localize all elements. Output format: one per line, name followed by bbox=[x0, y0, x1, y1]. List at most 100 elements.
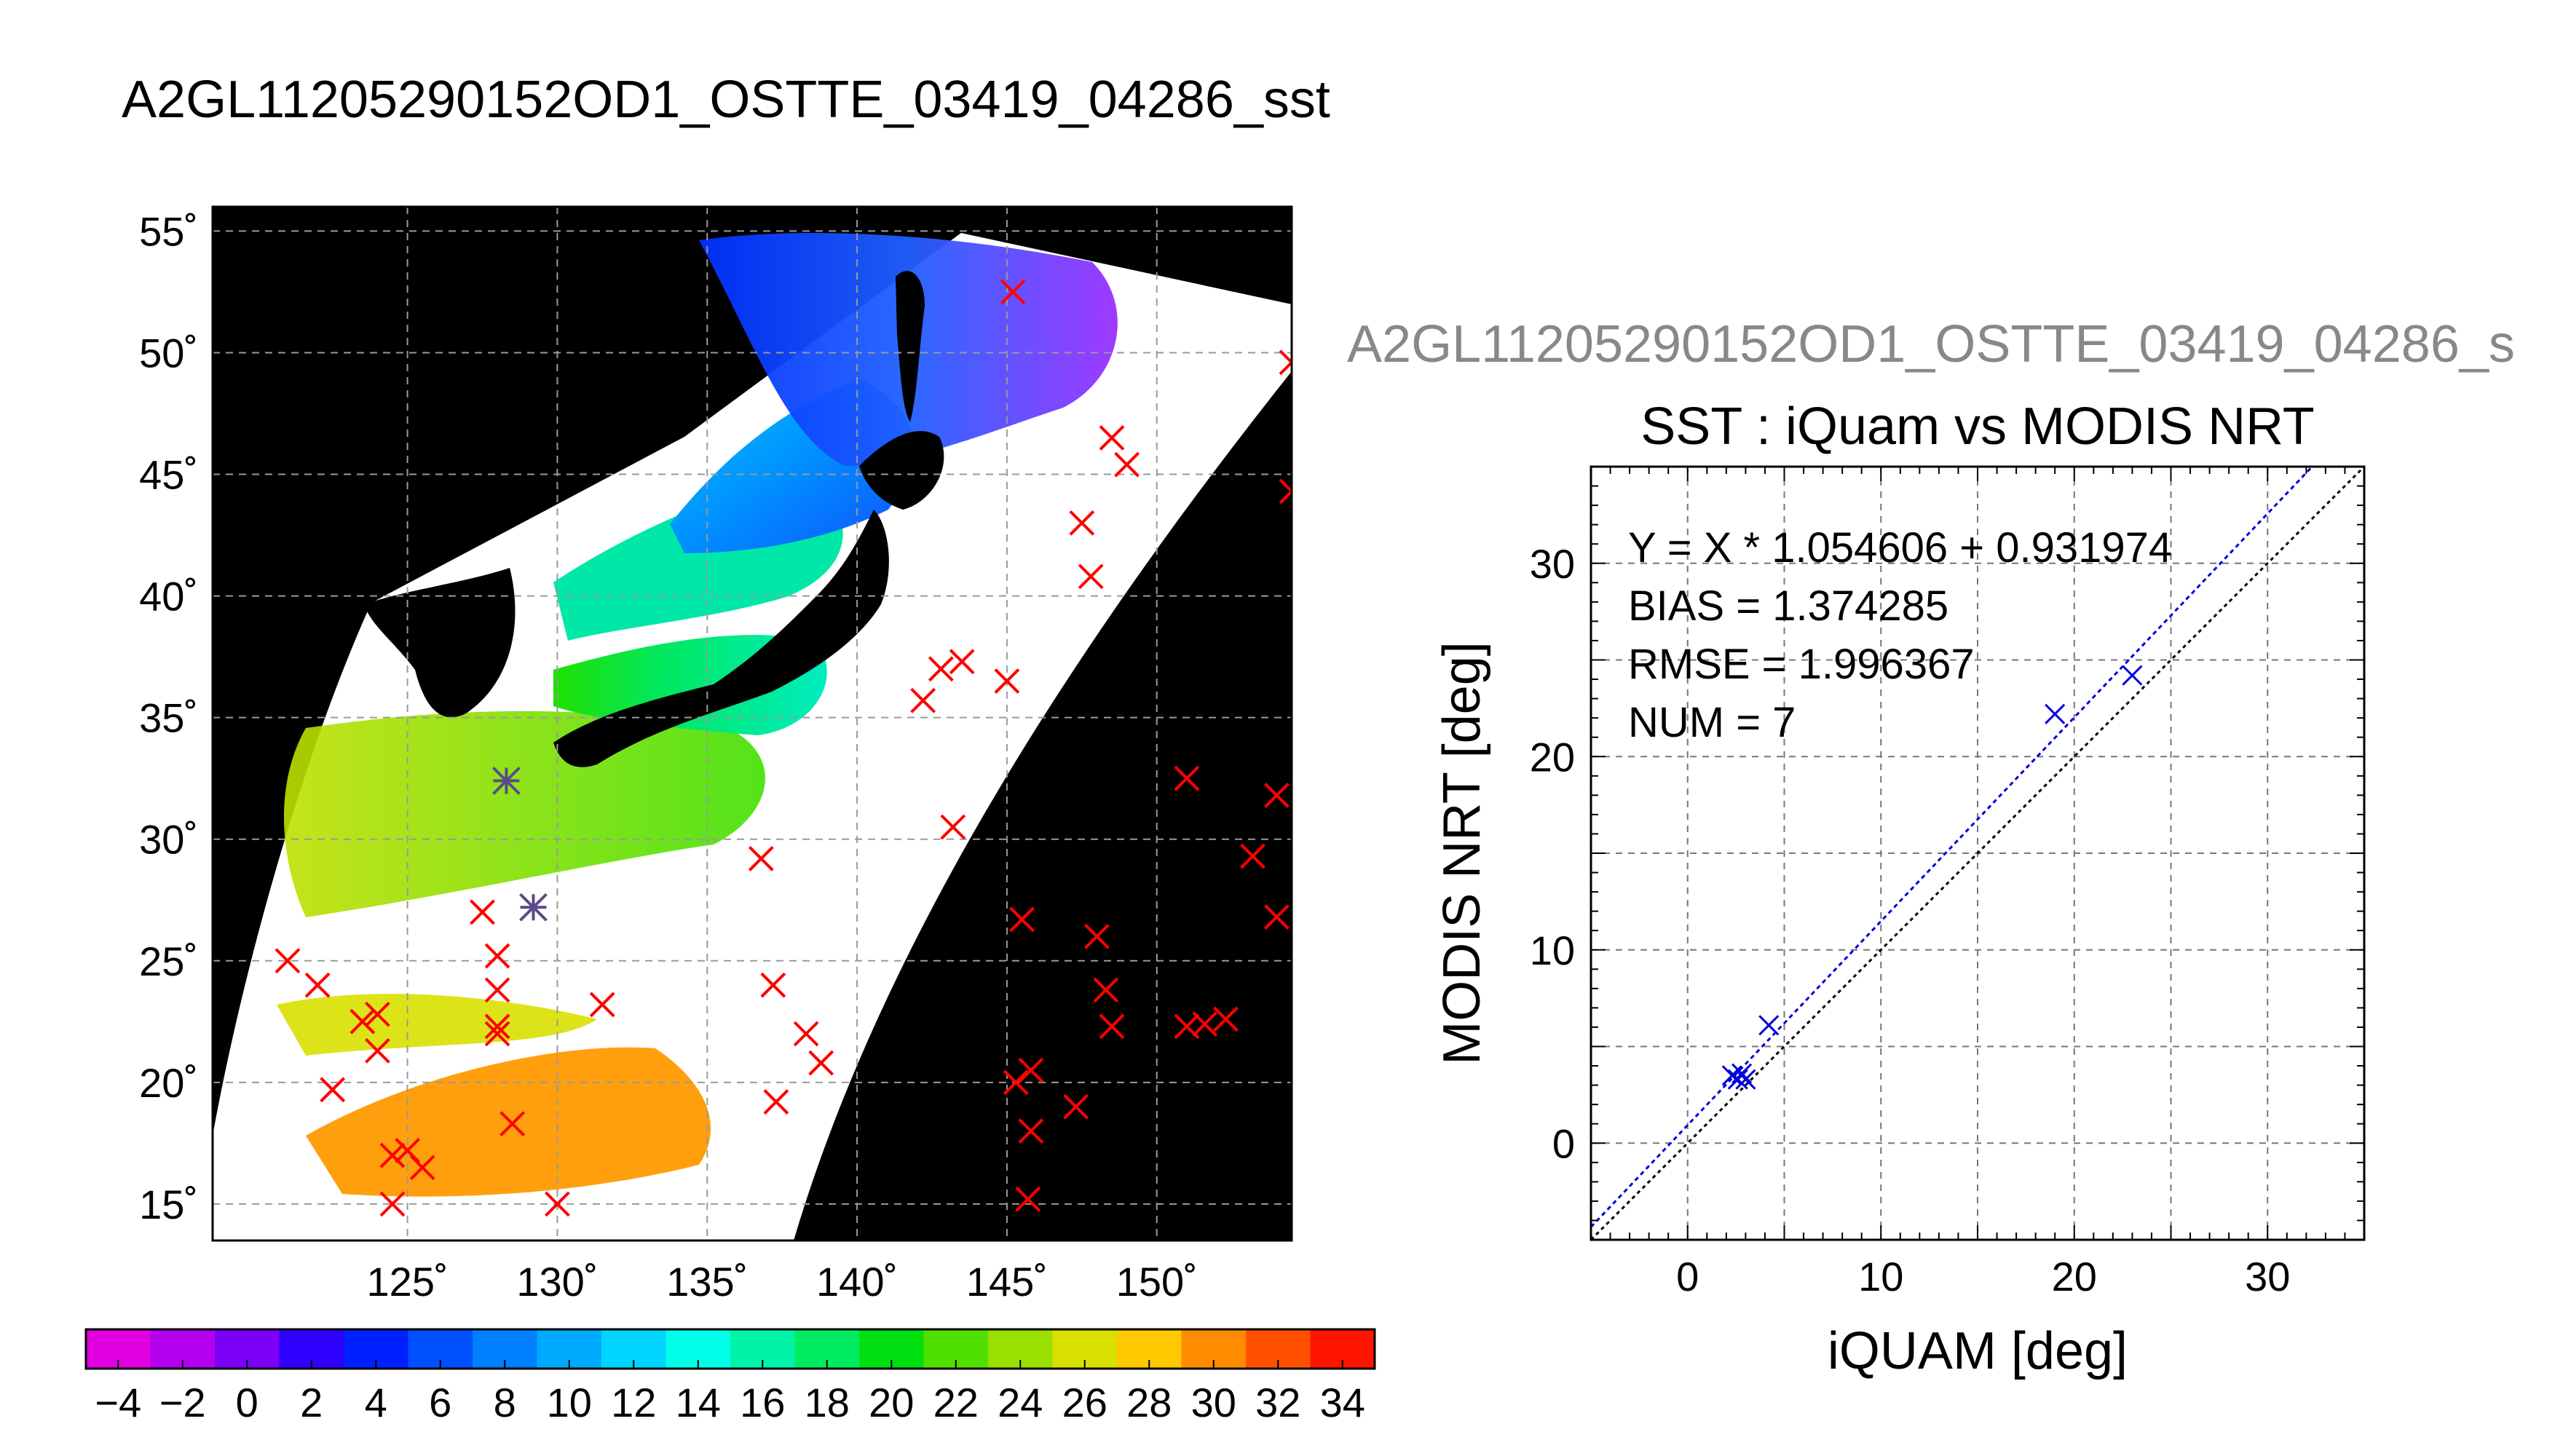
scatter-ticks: 0 10 20 30 0 10 20 30 bbox=[1530, 466, 2365, 1299]
sst-south-yellow bbox=[277, 994, 597, 1056]
in-situ-marker bbox=[1093, 977, 1119, 1003]
colorbar-tick-label: 34 bbox=[1320, 1380, 1365, 1425]
in-situ-marker bbox=[545, 1191, 570, 1217]
swath-area bbox=[213, 233, 1292, 1241]
in-situ-marker bbox=[1213, 1006, 1239, 1032]
colorbar-tick-label: 30 bbox=[1191, 1380, 1236, 1425]
x-tick-label: 30 bbox=[2245, 1254, 2290, 1299]
in-situ-marker bbox=[940, 814, 966, 840]
annotation-equation: Y = X * 1.054606 + 0.931974 bbox=[1628, 524, 2172, 571]
in-situ-marker bbox=[1099, 1013, 1125, 1040]
lat-tick-label: 30˚ bbox=[139, 817, 198, 863]
sst-south-warm bbox=[306, 1047, 711, 1197]
in-situ-marker bbox=[1063, 1093, 1089, 1120]
in-situ-marker bbox=[1240, 843, 1265, 869]
scatter-grid bbox=[1591, 467, 2364, 1240]
colorbar-tick-label: 32 bbox=[1255, 1380, 1300, 1425]
in-situ-marker bbox=[1279, 349, 1292, 376]
in-situ-marker bbox=[350, 1008, 376, 1034]
colorbar-tick-label: 2 bbox=[300, 1380, 323, 1425]
lat-tick-label: 50˚ bbox=[139, 330, 198, 376]
annotation-bias: BIAS = 1.374285 bbox=[1628, 582, 1948, 630]
scatter-point bbox=[1731, 1063, 1753, 1084]
scatter-title: SST : iQuam vs MODIS NRT bbox=[1640, 397, 2315, 456]
colorbar-tick-label: 12 bbox=[611, 1380, 656, 1425]
in-situ-marker bbox=[379, 1191, 406, 1217]
in-situ-marker bbox=[760, 972, 786, 998]
in-situ-marker bbox=[275, 948, 301, 974]
in-situ-marker bbox=[409, 1155, 435, 1181]
in-situ-marker bbox=[1264, 783, 1290, 808]
in-situ-marker bbox=[320, 1077, 346, 1103]
y-tick-label: 20 bbox=[1530, 734, 1575, 780]
colorbar-tick-label: 20 bbox=[869, 1380, 914, 1425]
in-situ-marker bbox=[1174, 765, 1200, 791]
lat-tick-label: 15˚ bbox=[139, 1182, 198, 1227]
in-situ-marker bbox=[1003, 1069, 1029, 1096]
colorbar-tick-label: 0 bbox=[236, 1380, 258, 1425]
lat-tick-label: 55˚ bbox=[139, 208, 198, 254]
lon-tick-label: 130˚ bbox=[516, 1259, 598, 1305]
land-korea bbox=[364, 568, 516, 718]
scatter-points bbox=[1721, 665, 2143, 1090]
scatter-xlabel: iQUAM [deg] bbox=[1828, 1322, 2128, 1380]
x-tick-label: 0 bbox=[1676, 1254, 1699, 1299]
in-situ-marker bbox=[1264, 904, 1290, 930]
colorbar-tick-label: 10 bbox=[547, 1380, 592, 1425]
in-situ-marker bbox=[379, 1142, 406, 1168]
in-situ-marker bbox=[1279, 478, 1292, 505]
in-situ-marker bbox=[1018, 1057, 1044, 1083]
colorbar-tick-label: 8 bbox=[494, 1380, 516, 1425]
land-sakhalin bbox=[896, 271, 925, 422]
sst-mid-green bbox=[284, 711, 765, 917]
in-situ-marker bbox=[748, 846, 774, 871]
annotation-rmse: RMSE = 1.996367 bbox=[1628, 641, 1975, 688]
colorbar-tick-label: −4 bbox=[95, 1380, 141, 1425]
lat-tick-label: 35˚ bbox=[139, 695, 198, 741]
in-situ-marker bbox=[1000, 279, 1026, 305]
in-situ-marker bbox=[484, 977, 510, 1003]
colorbar-tick-label: −2 bbox=[159, 1380, 206, 1425]
lat-tick-label: 20˚ bbox=[139, 1060, 198, 1106]
in-situ-marker bbox=[1018, 1118, 1044, 1144]
lat-tick-label: 25˚ bbox=[139, 938, 198, 984]
map-tick-labels: 15˚ 20˚ 25˚ 30˚ 35˚ 40˚ 45˚ 50˚ 55˚ 125˚ 130˚ 135˚ 1… bbox=[139, 208, 1198, 1305]
in-situ-marker bbox=[1069, 510, 1095, 536]
lon-tick-label: 145˚ bbox=[966, 1259, 1048, 1305]
in-situ-marker bbox=[1078, 563, 1104, 590]
land-hokkaido bbox=[859, 431, 944, 510]
side-title: A2GL11205290152OD1_OSTTE_03419_04286_s bbox=[1347, 315, 2515, 373]
in-situ-marker bbox=[589, 992, 615, 1018]
in-situ-marker bbox=[1009, 906, 1035, 933]
land-kyushu-honshu bbox=[553, 510, 889, 767]
map-frame bbox=[211, 205, 1293, 1242]
map-graticule bbox=[213, 207, 1292, 1241]
colorbar-tick-label: 4 bbox=[365, 1380, 387, 1425]
colorbar-tick-label: 16 bbox=[740, 1380, 785, 1425]
colorbar-tick-label: 26 bbox=[1062, 1380, 1107, 1425]
scatter-point bbox=[2045, 703, 2066, 724]
colorbar-tick-label: 18 bbox=[805, 1380, 850, 1425]
in-situ-marker bbox=[910, 687, 936, 713]
y-tick-label: 30 bbox=[1530, 541, 1575, 587]
in-situ-marker bbox=[484, 1013, 510, 1040]
land-mainland bbox=[213, 207, 699, 582]
in-situ-marker bbox=[949, 649, 975, 675]
colorbar-tick-label: 22 bbox=[933, 1380, 979, 1425]
lon-tick-label: 140˚ bbox=[816, 1259, 898, 1305]
x-tick-label: 10 bbox=[1858, 1254, 1903, 1299]
sst-colorbar: −4 −2 0 2 4 6 8 10 12 14 16 18 20 22 24 26 28 30 32 34 bbox=[84, 1328, 1376, 1425]
colorbar-tick-label: 28 bbox=[1126, 1380, 1172, 1425]
colorbar-tick-label: 14 bbox=[676, 1380, 721, 1425]
in-situ-marker bbox=[1192, 1011, 1218, 1037]
colorbar-tick-label: 24 bbox=[998, 1380, 1043, 1425]
in-situ-marker bbox=[763, 1089, 789, 1115]
main-title: A2GL11205290152OD1_OSTTE_03419_04286_sst bbox=[122, 71, 1330, 129]
in-situ-marker bbox=[1015, 1186, 1041, 1212]
identity-line bbox=[1591, 467, 2364, 1240]
in-situ-marker bbox=[484, 1021, 510, 1047]
in-situ-marker bbox=[484, 943, 510, 969]
lat-tick-label: 45˚ bbox=[139, 452, 198, 498]
